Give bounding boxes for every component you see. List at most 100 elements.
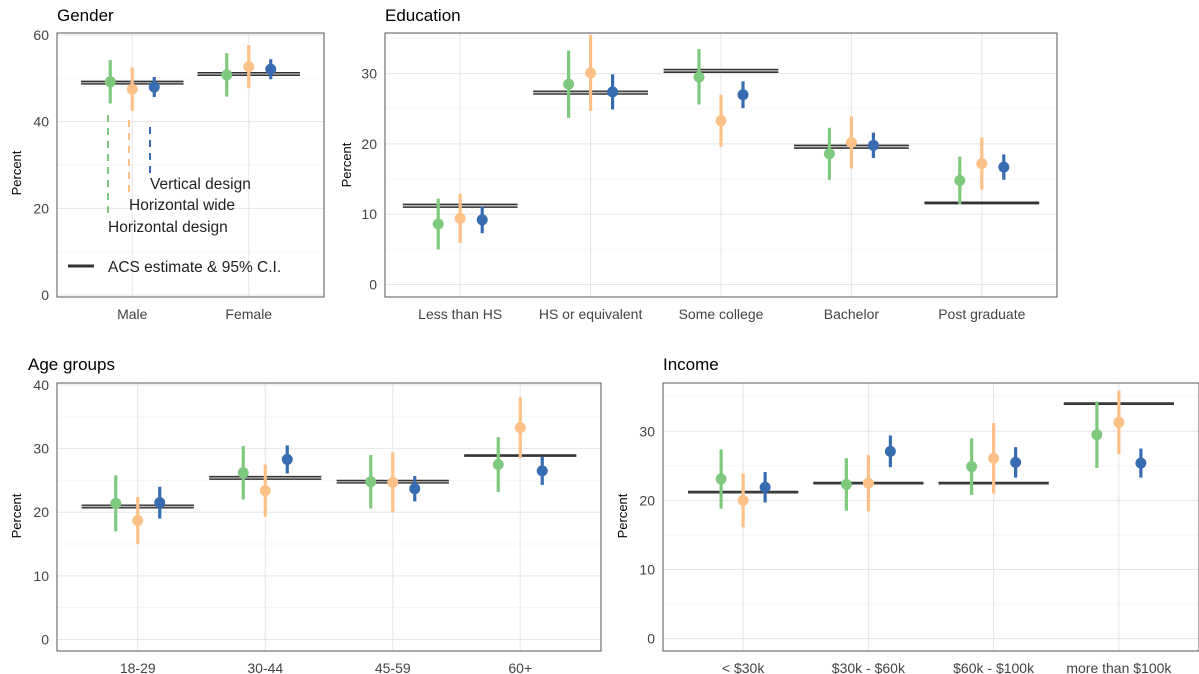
education-vertical-design-post-graduate-point bbox=[998, 161, 1010, 173]
education-horizontal-design-hs-or-equivalent-point bbox=[563, 78, 575, 90]
education-horizontal-wide-less-than-hs-point bbox=[454, 212, 466, 224]
education-y-tick-label: 0 bbox=[369, 276, 377, 292]
income-horizontal-wide-more-than-100k-point bbox=[1113, 416, 1125, 428]
gender-y-tick-label: 40 bbox=[33, 114, 49, 130]
age-groups-panel-title: Age groups bbox=[28, 355, 115, 374]
gender-panel-border bbox=[56, 32, 325, 298]
gender-horizontal-design-male-point bbox=[104, 76, 116, 88]
education-horizontal-wide-some-college-point bbox=[715, 115, 727, 127]
education-acs-ci-post-graduate bbox=[924, 202, 1040, 204]
education-vertical-design-bachelor-point bbox=[867, 139, 879, 151]
education-horizontal-design-bachelor-point bbox=[823, 148, 835, 160]
gender-panel: Gender Percent 0 20 40 60 Male Female Vertica… bbox=[9, 6, 325, 322]
legend-vertical-design: Vertical design bbox=[150, 176, 251, 193]
education-horizontal-design-less-than-hs-point bbox=[432, 218, 444, 230]
education-horizontal-wide-bachelor-point bbox=[845, 137, 857, 149]
education-x-tick-some-college: Some college bbox=[679, 306, 764, 322]
education-horizontal-design-some-college-point bbox=[693, 71, 705, 83]
gender-vertical-design-female-point bbox=[265, 63, 277, 75]
education-acs-ci-some-college bbox=[663, 69, 779, 73]
age-horizontal-design-30-44-point bbox=[237, 467, 249, 479]
education-horizontal-wide-post-graduate-point bbox=[976, 158, 988, 170]
income-y-tick-label: 30 bbox=[639, 423, 655, 439]
income-panel: Income Percent 0 10 20 30 < $30k $30k - $60k $… bbox=[615, 355, 1199, 674]
education-vertical-design-some-college-point bbox=[737, 89, 749, 101]
age-vertical-design-18-29-point bbox=[154, 497, 166, 509]
age-x-tick-60: 60+ bbox=[508, 660, 532, 674]
age-y-tick-label: 20 bbox=[33, 504, 49, 520]
income-horizontal-design-60k-100k-point bbox=[966, 461, 978, 473]
gender-y-tick-label: 60 bbox=[33, 27, 49, 43]
education-panel-border bbox=[384, 32, 1058, 298]
gender-panel-title: Gender bbox=[57, 6, 114, 25]
age-y-tick-label: 40 bbox=[33, 377, 49, 393]
education-x-tick-post-graduate: Post graduate bbox=[938, 306, 1025, 322]
education-y-tick-label: 30 bbox=[361, 66, 377, 82]
gender-horizontal-wide-male-point bbox=[126, 83, 138, 95]
income-x-tick-30k: < $30k bbox=[722, 660, 765, 674]
income-x-tick-60k-100k: $60k - $100k bbox=[953, 660, 1035, 674]
age-horizontal-wide-18-29-point bbox=[132, 514, 144, 526]
income-panel-border bbox=[662, 382, 1199, 652]
education-panel: Education Percent 0 10 20 30 Less than HS HS … bbox=[339, 6, 1058, 322]
age-horizontal-wide-60-point bbox=[514, 422, 526, 434]
legend-acs-estimate: ACS estimate & 95% C.I. bbox=[108, 259, 281, 276]
age-panel-border bbox=[56, 382, 602, 652]
income-vertical-design-30k-point bbox=[759, 481, 771, 493]
age-x-tick-45-59: 45-59 bbox=[375, 660, 411, 674]
age-horizontal-wide-30-44-point bbox=[259, 485, 271, 497]
income-y-tick-label: 0 bbox=[647, 631, 655, 647]
education-x-tick-bachelor: Bachelor bbox=[824, 306, 880, 322]
age-vertical-design-60-point bbox=[536, 465, 548, 477]
age-groups-y-axis-label: Percent bbox=[9, 493, 24, 538]
age-y-tick-label: 10 bbox=[33, 568, 49, 584]
income-y-tick-label: 20 bbox=[639, 492, 655, 508]
income-y-axis-label: Percent bbox=[615, 493, 630, 538]
education-panel-title: Education bbox=[385, 6, 461, 25]
legend: Vertical design Horizontal wide Horizont… bbox=[68, 115, 281, 276]
income-gridlines bbox=[663, 383, 1199, 651]
age-groups-panel: Age groups Percent 0 10 20 30 40 18-29 30-44 45… bbox=[9, 355, 602, 674]
income-horizontal-wide-30k-60k-point bbox=[862, 477, 874, 489]
age-horizontal-design-18-29-point bbox=[110, 497, 122, 509]
education-y-tick-label: 20 bbox=[361, 136, 377, 152]
income-x-tick-30k-60k: $30k - $60k bbox=[832, 660, 906, 674]
education-x-tick-hs-or-equivalent: HS or equivalent bbox=[539, 306, 643, 322]
gender-x-tick-female: Female bbox=[225, 306, 272, 322]
age-horizontal-wide-45-59-point bbox=[387, 476, 399, 488]
income-vertical-design-60k-100k-point bbox=[1010, 456, 1022, 468]
education-gridlines bbox=[385, 33, 1057, 297]
income-horizontal-design-30k-point bbox=[715, 473, 727, 485]
gender-x-tick-male: Male bbox=[117, 306, 148, 322]
education-horizontal-wide-hs-or-equivalent-point bbox=[585, 67, 597, 79]
gender-horizontal-wide-female-point bbox=[243, 61, 255, 73]
income-horizontal-wide-30k-point bbox=[737, 494, 749, 506]
education-vertical-design-less-than-hs-point bbox=[476, 214, 488, 226]
gender-y-tick-label: 20 bbox=[33, 200, 49, 216]
age-y-tick-label: 0 bbox=[41, 631, 49, 647]
income-panel-title: Income bbox=[663, 355, 719, 374]
income-vertical-design-30k-60k-point bbox=[884, 445, 896, 457]
income-y-tick-label: 10 bbox=[639, 562, 655, 578]
age-horizontal-design-60-point bbox=[492, 459, 504, 471]
age-x-tick-30-44: 30-44 bbox=[247, 660, 283, 674]
age-horizontal-design-45-59-point bbox=[365, 476, 377, 488]
education-y-tick-label: 10 bbox=[361, 206, 377, 222]
age-y-tick-label: 30 bbox=[33, 441, 49, 457]
education-vertical-design-hs-or-equivalent-point bbox=[607, 86, 619, 98]
gender-horizontal-design-female-point bbox=[221, 69, 233, 81]
age-vertical-design-45-59-point bbox=[409, 483, 421, 495]
gender-y-tick-label: 0 bbox=[41, 287, 49, 303]
education-horizontal-design-post-graduate-point bbox=[954, 174, 966, 186]
age-x-tick-18-29: 18-29 bbox=[120, 660, 156, 674]
education-y-axis-label: Percent bbox=[339, 142, 354, 187]
age-vertical-design-30-44-point bbox=[281, 453, 293, 465]
income-horizontal-wide-60k-100k-point bbox=[988, 452, 1000, 464]
education-x-tick-less-than-hs: Less than HS bbox=[418, 306, 502, 322]
legend-horizontal-wide: Horizontal wide bbox=[129, 197, 235, 214]
gender-gridlines bbox=[57, 33, 324, 297]
legend-horizontal-design: Horizontal design bbox=[108, 219, 228, 236]
income-horizontal-design-30k-60k-point bbox=[840, 479, 852, 491]
income-x-tick-more-than-100k: more than $100k bbox=[1066, 660, 1172, 674]
